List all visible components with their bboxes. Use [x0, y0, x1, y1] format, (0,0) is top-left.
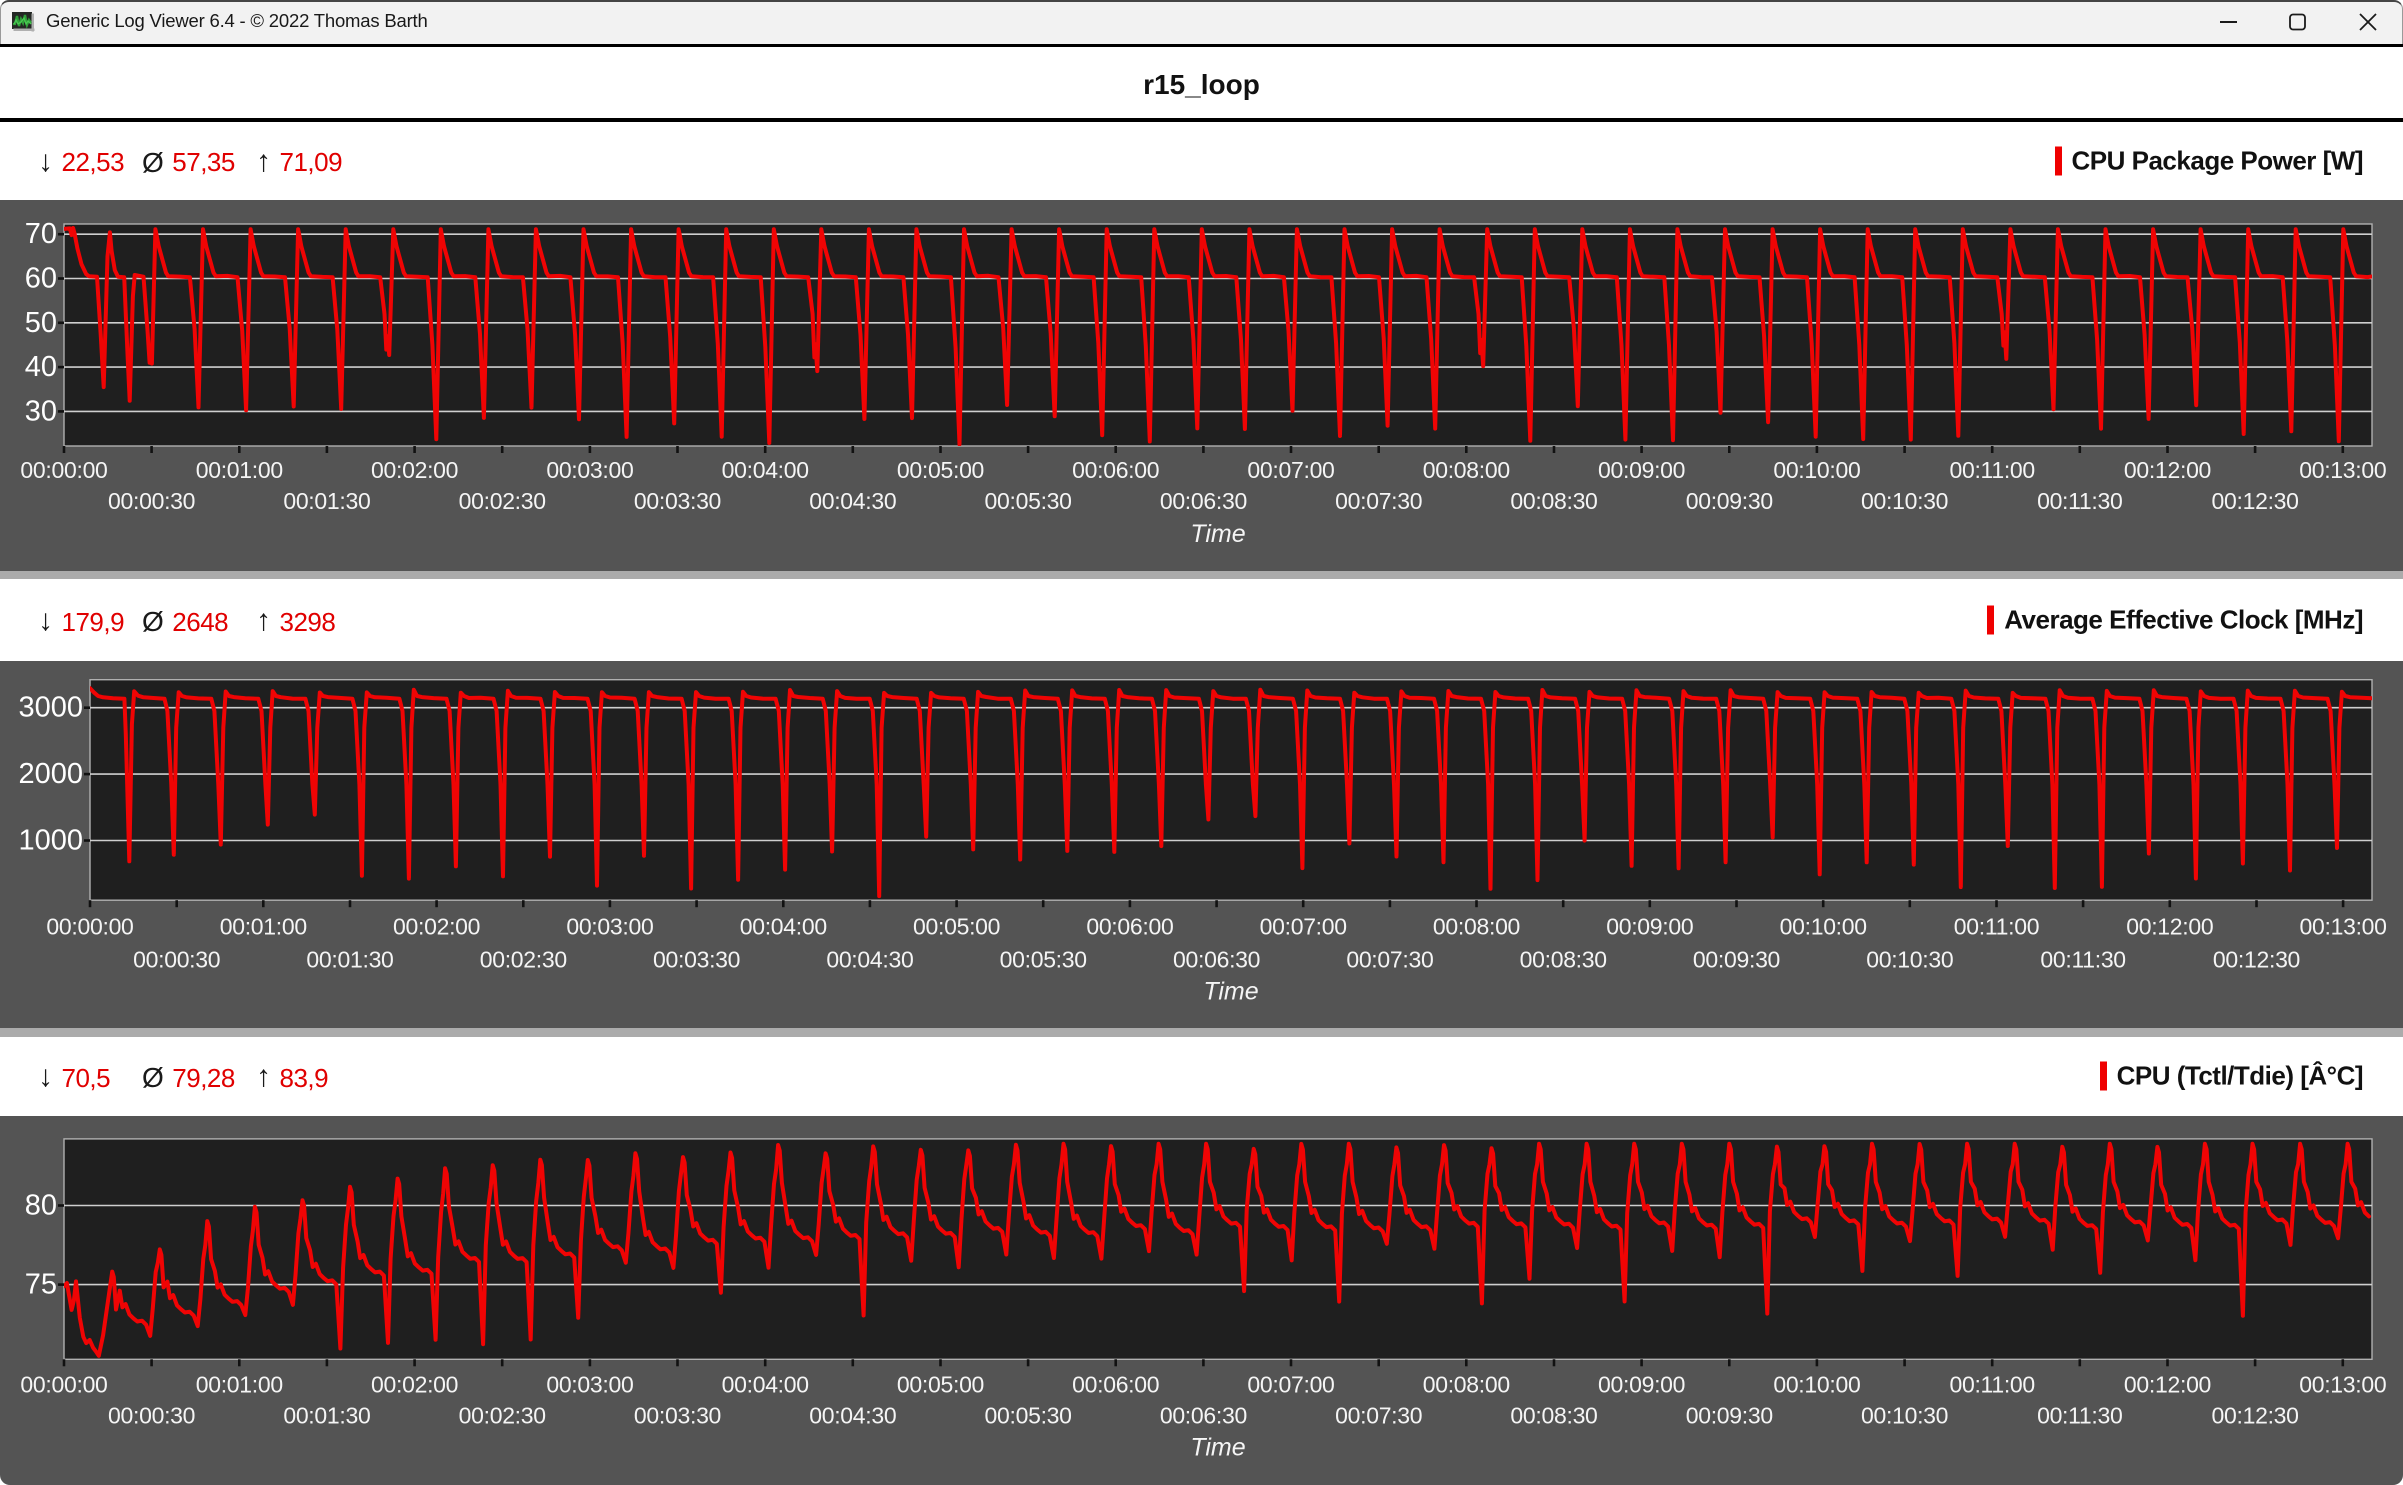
- svg-text:00:02:30: 00:02:30: [459, 488, 546, 514]
- svg-text:00:03:30: 00:03:30: [653, 947, 740, 973]
- svg-text:00:01:00: 00:01:00: [220, 914, 307, 940]
- svg-text:00:12:00: 00:12:00: [2124, 1371, 2211, 1397]
- svg-text:Time: Time: [1190, 520, 1245, 548]
- svg-text:00:01:30: 00:01:30: [306, 947, 393, 973]
- svg-text:00:05:30: 00:05:30: [1000, 947, 1087, 973]
- svg-text:00:05:00: 00:05:00: [897, 457, 984, 483]
- svg-text:00:02:30: 00:02:30: [480, 947, 567, 973]
- svg-text:00:00:00: 00:00:00: [46, 914, 133, 940]
- svg-text:00:11:30: 00:11:30: [2040, 947, 2125, 973]
- svg-text:00:07:30: 00:07:30: [1335, 1402, 1422, 1428]
- svg-text:00:09:30: 00:09:30: [1686, 488, 1773, 514]
- svg-text:00:00:30: 00:00:30: [108, 1402, 195, 1428]
- svg-text:00:10:30: 00:10:30: [1861, 488, 1948, 514]
- svg-text:00:08:30: 00:08:30: [1510, 488, 1597, 514]
- svg-text:00:12:30: 00:12:30: [2212, 488, 2299, 514]
- svg-text:00:04:30: 00:04:30: [826, 947, 913, 973]
- svg-text:3000: 3000: [18, 692, 83, 724]
- svg-text:00:04:30: 00:04:30: [809, 1402, 896, 1428]
- svg-text:00:00:00: 00:00:00: [20, 1371, 107, 1397]
- svg-text:00:05:30: 00:05:30: [985, 488, 1072, 514]
- svg-text:00:12:00: 00:12:00: [2126, 914, 2213, 940]
- svg-text:00:03:00: 00:03:00: [546, 457, 633, 483]
- svg-text:80: 80: [25, 1189, 57, 1221]
- svg-text:60: 60: [25, 263, 57, 295]
- svg-text:00:11:30: 00:11:30: [2037, 488, 2122, 514]
- svg-text:00:06:30: 00:06:30: [1160, 488, 1247, 514]
- svg-text:00:04:00: 00:04:00: [740, 914, 827, 940]
- svg-text:00:07:00: 00:07:00: [1260, 914, 1347, 940]
- svg-text:00:06:30: 00:06:30: [1173, 947, 1260, 973]
- svg-text:00:08:00: 00:08:00: [1433, 914, 1520, 940]
- svg-text:00:10:00: 00:10:00: [1773, 457, 1860, 483]
- svg-text:00:00:00: 00:00:00: [20, 457, 107, 483]
- svg-text:00:09:30: 00:09:30: [1686, 1402, 1773, 1428]
- svg-text:00:07:30: 00:07:30: [1335, 488, 1422, 514]
- svg-text:40: 40: [25, 351, 57, 383]
- svg-text:00:10:00: 00:10:00: [1780, 914, 1867, 940]
- svg-text:00:12:00: 00:12:00: [2124, 457, 2211, 483]
- svg-text:Time: Time: [1190, 1433, 1245, 1461]
- svg-text:00:03:30: 00:03:30: [634, 1402, 721, 1428]
- svg-text:00:06:00: 00:06:00: [1086, 914, 1173, 940]
- svg-text:50: 50: [25, 307, 57, 339]
- svg-text:75: 75: [25, 1268, 57, 1300]
- svg-text:00:10:30: 00:10:30: [1866, 947, 1953, 973]
- svg-text:1000: 1000: [18, 825, 83, 857]
- svg-text:00:04:30: 00:04:30: [809, 488, 896, 514]
- svg-text:00:01:30: 00:01:30: [283, 488, 370, 514]
- svg-text:00:11:00: 00:11:00: [1949, 1371, 2034, 1397]
- svg-text:00:06:30: 00:06:30: [1160, 1402, 1247, 1428]
- svg-text:00:02:00: 00:02:00: [393, 914, 480, 940]
- svg-text:00:11:00: 00:11:00: [1954, 914, 2039, 940]
- svg-text:00:03:30: 00:03:30: [634, 488, 721, 514]
- svg-text:00:04:00: 00:04:00: [722, 1371, 809, 1397]
- svg-text:00:09:00: 00:09:00: [1598, 457, 1685, 483]
- svg-text:00:02:30: 00:02:30: [459, 1402, 546, 1428]
- svg-text:00:05:00: 00:05:00: [913, 914, 1000, 940]
- svg-text:00:01:00: 00:01:00: [196, 1371, 283, 1397]
- svg-text:00:09:30: 00:09:30: [1693, 947, 1780, 973]
- svg-text:00:04:00: 00:04:00: [722, 457, 809, 483]
- svg-text:00:02:00: 00:02:00: [371, 1371, 458, 1397]
- svg-text:Time: Time: [1203, 978, 1258, 1006]
- svg-text:00:07:00: 00:07:00: [1247, 1371, 1334, 1397]
- svg-text:00:08:00: 00:08:00: [1423, 457, 1510, 483]
- svg-text:00:08:30: 00:08:30: [1520, 947, 1607, 973]
- svg-text:00:03:00: 00:03:00: [566, 914, 653, 940]
- svg-text:00:11:00: 00:11:00: [1949, 457, 2034, 483]
- svg-text:00:01:30: 00:01:30: [283, 1402, 370, 1428]
- svg-text:00:11:30: 00:11:30: [2037, 1402, 2122, 1428]
- svg-text:00:12:30: 00:12:30: [2213, 947, 2300, 973]
- svg-text:00:06:00: 00:06:00: [1072, 457, 1159, 483]
- svg-text:00:09:00: 00:09:00: [1598, 1371, 1685, 1397]
- svg-text:2000: 2000: [18, 758, 83, 790]
- svg-text:00:08:30: 00:08:30: [1510, 1402, 1597, 1428]
- svg-text:00:10:30: 00:10:30: [1861, 1402, 1948, 1428]
- svg-text:00:05:30: 00:05:30: [985, 1402, 1072, 1428]
- svg-text:00:00:30: 00:00:30: [108, 488, 195, 514]
- svg-text:00:10:00: 00:10:00: [1773, 1371, 1860, 1397]
- svg-text:30: 30: [25, 395, 57, 427]
- svg-text:70: 70: [25, 218, 57, 250]
- svg-text:00:05:00: 00:05:00: [897, 1371, 984, 1397]
- svg-text:00:13:00: 00:13:00: [2299, 1371, 2386, 1397]
- svg-text:00:13:00: 00:13:00: [2299, 457, 2386, 483]
- svg-text:00:06:00: 00:06:00: [1072, 1371, 1159, 1397]
- svg-text:00:12:30: 00:12:30: [2212, 1402, 2299, 1428]
- svg-text:00:02:00: 00:02:00: [371, 457, 458, 483]
- svg-text:00:13:00: 00:13:00: [2300, 914, 2387, 940]
- svg-text:00:08:00: 00:08:00: [1423, 1371, 1510, 1397]
- svg-text:00:09:00: 00:09:00: [1606, 914, 1693, 940]
- svg-text:00:07:00: 00:07:00: [1247, 457, 1334, 483]
- svg-text:00:00:30: 00:00:30: [133, 947, 220, 973]
- svg-text:00:01:00: 00:01:00: [196, 457, 283, 483]
- svg-text:00:03:00: 00:03:00: [546, 1371, 633, 1397]
- svg-text:00:07:30: 00:07:30: [1346, 947, 1433, 973]
